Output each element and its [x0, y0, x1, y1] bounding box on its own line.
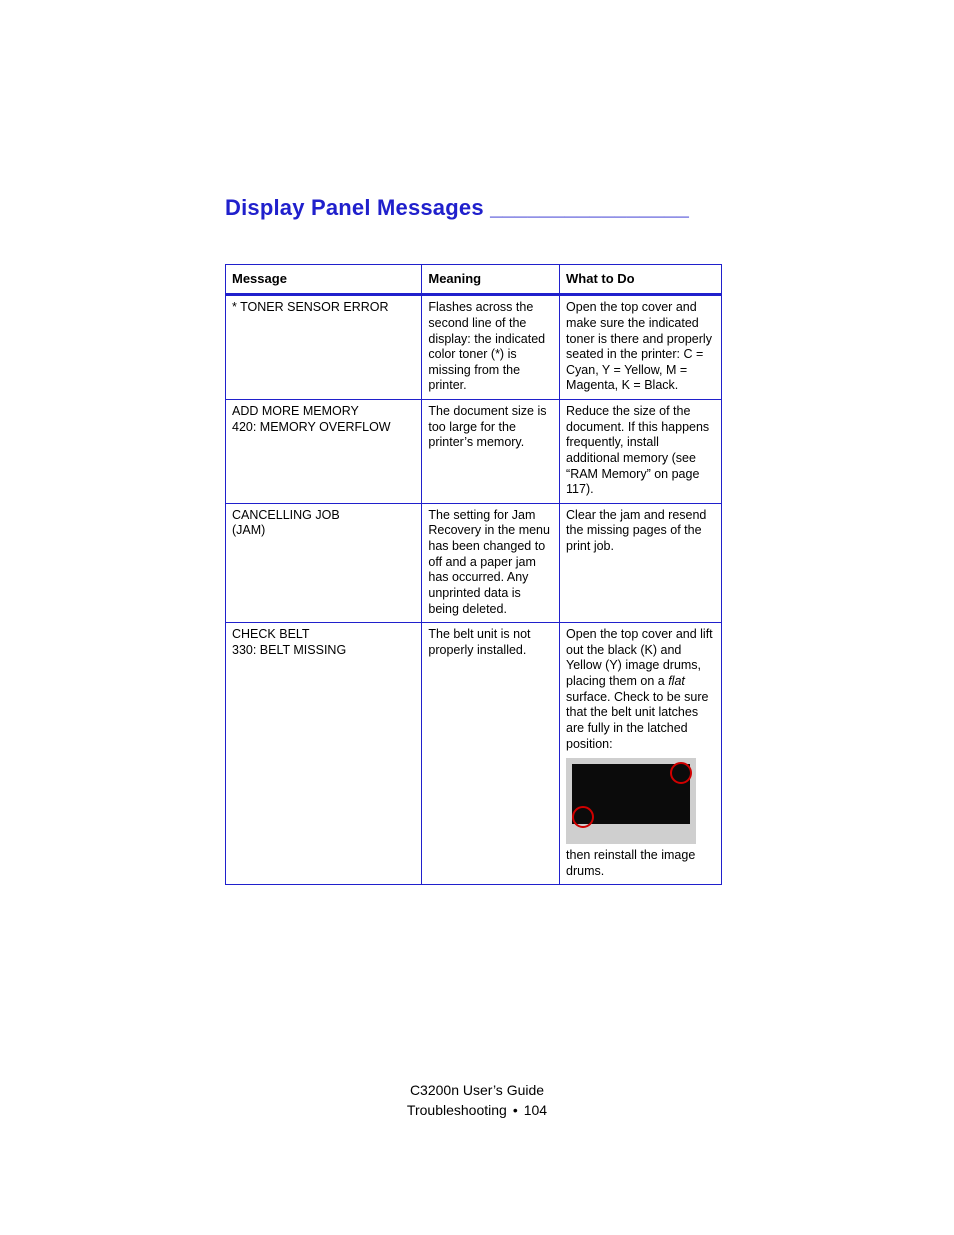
table-row: ADD MORE MEMORY420: MEMORY OVERFLOWThe d… [226, 400, 722, 504]
page-footer: C3200n User’s Guide Troubleshooting•104 [0, 1080, 954, 1121]
table-header-row: Message Meaning What to Do [226, 265, 722, 295]
belt-unit-photo [566, 758, 696, 844]
cell-message: ADD MORE MEMORY420: MEMORY OVERFLOW [226, 400, 422, 504]
cell-meaning: The setting for Jam Recovery in the menu… [422, 503, 560, 622]
section-title: Display Panel Messages ________________ [225, 195, 736, 221]
cell-whattodo: Reduce the size of the document. If this… [560, 400, 722, 504]
cell-meaning: The belt unit is not properly installed. [422, 623, 560, 885]
cell-whattodo: Open the top cover and lift out the blac… [560, 623, 722, 885]
col-header-whattodo: What to Do [560, 265, 722, 295]
footer-guide: C3200n User’s Guide [0, 1080, 954, 1100]
cell-message: CHECK BELT330: BELT MISSING [226, 623, 422, 885]
cell-meaning: Flashes across the second line of the di… [422, 295, 560, 400]
cell-whattodo: Open the top cover and make sure the ind… [560, 295, 722, 400]
footer-section-page: Troubleshooting•104 [0, 1100, 954, 1120]
cell-whattodo: Clear the jam and resend the missing pag… [560, 503, 722, 622]
col-header-message: Message [226, 265, 422, 295]
cell-message: CANCELLING JOB(JAM) [226, 503, 422, 622]
col-header-meaning: Meaning [422, 265, 560, 295]
table-row: CANCELLING JOB(JAM)The setting for Jam R… [226, 503, 722, 622]
table-row: CHECK BELT330: BELT MISSINGThe belt unit… [226, 623, 722, 885]
cell-message: * TONER SENSOR ERROR [226, 295, 422, 400]
table-row: * TONER SENSOR ERRORFlashes across the s… [226, 295, 722, 400]
messages-table: Message Meaning What to Do * TONER SENSO… [225, 264, 722, 885]
cell-meaning: The document size is too large for the p… [422, 400, 560, 504]
